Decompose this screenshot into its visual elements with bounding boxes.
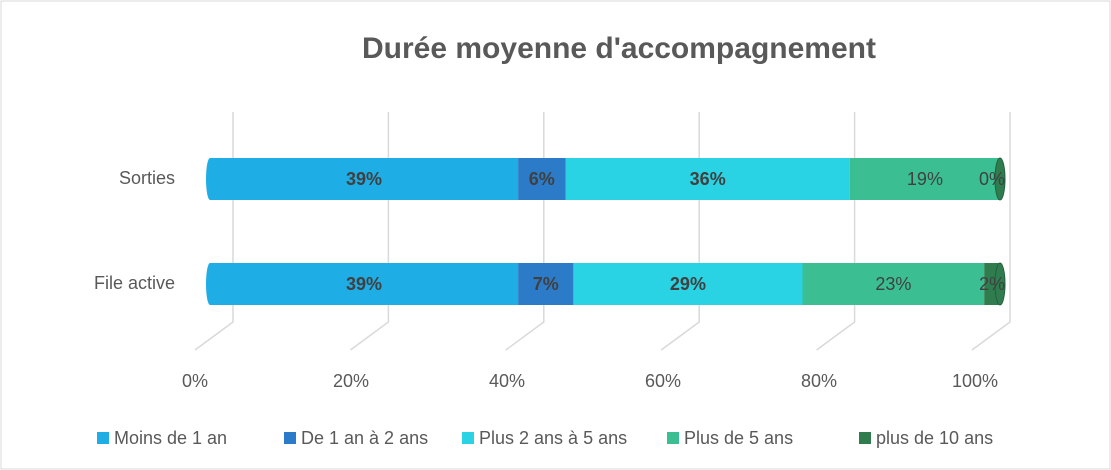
legend-swatch bbox=[97, 432, 109, 444]
bar bbox=[802, 263, 985, 305]
legend-swatch bbox=[462, 432, 474, 444]
bar bbox=[210, 158, 519, 200]
data-label: 19% bbox=[907, 169, 943, 189]
bar-cap bbox=[994, 262, 1006, 306]
x-tick-label: 40% bbox=[489, 371, 525, 391]
bar bbox=[573, 263, 803, 305]
data-label: 23% bbox=[875, 274, 911, 294]
legend-label: Moins de 1 an bbox=[114, 428, 227, 448]
legend-label: Plus de 5 ans bbox=[684, 428, 793, 448]
data-label: 7% bbox=[533, 274, 559, 294]
bar bbox=[849, 158, 1000, 200]
x-tick-label: 100% bbox=[952, 371, 998, 391]
data-label: 2% bbox=[979, 274, 1005, 294]
y-tick-label: File active bbox=[94, 273, 175, 293]
data-label: 39% bbox=[346, 169, 382, 189]
bar bbox=[210, 263, 519, 305]
data-label: 36% bbox=[690, 169, 726, 189]
x-tick-label: 80% bbox=[801, 371, 837, 391]
data-label: 0% bbox=[979, 169, 1005, 189]
data-label: 6% bbox=[529, 169, 555, 189]
legend-label: De 1 an à 2 ans bbox=[301, 428, 428, 448]
legend-label: Plus 2 ans à 5 ans bbox=[479, 428, 627, 448]
x-tick-label: 20% bbox=[333, 371, 369, 391]
y-tick-label: Sorties bbox=[119, 168, 175, 188]
data-label: 39% bbox=[346, 274, 382, 294]
data-label: 29% bbox=[670, 274, 706, 294]
legend-swatch bbox=[859, 432, 871, 444]
bar bbox=[518, 263, 574, 305]
legend-label: plus de 10 ans bbox=[876, 428, 993, 448]
bar bbox=[565, 158, 850, 200]
chart-title: Durée moyenne d'accompagnement bbox=[362, 32, 876, 65]
bar-cap bbox=[994, 157, 1006, 201]
legend-swatch bbox=[667, 432, 679, 444]
bar bbox=[518, 158, 566, 200]
grid-line bbox=[971, 112, 1011, 351]
x-tick-label: 0% bbox=[182, 371, 208, 391]
x-tick-label: 60% bbox=[645, 371, 681, 391]
legend-swatch bbox=[284, 432, 296, 444]
